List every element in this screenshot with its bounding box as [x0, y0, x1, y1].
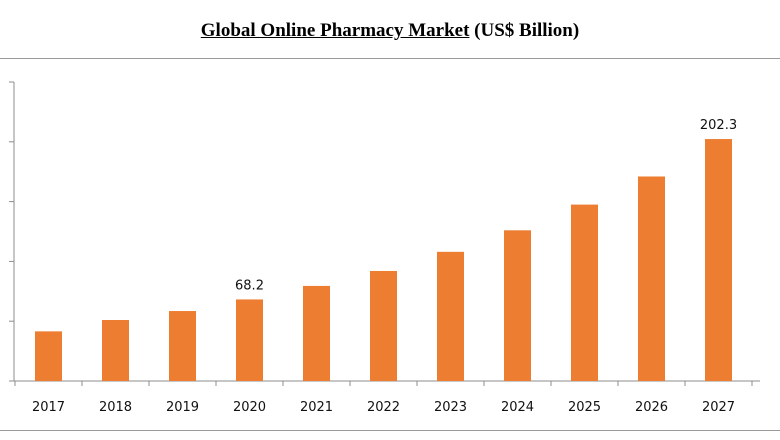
x-tick-label: 2022 [367, 400, 400, 415]
x-tick-labels: 2017 2018 2019 2020 2021 2022 2023 2024 2025 2026… [32, 400, 735, 415]
data-label-2027: 202.3 [700, 118, 737, 133]
chart-title-unit: (US$ Billion) [474, 20, 580, 41]
data-labels: 68.2 202.3 [235, 118, 737, 293]
chart-bars [35, 139, 732, 381]
x-tick-label: 2025 [568, 400, 601, 415]
chart-title-bar: Global Online Pharmacy Market (US$ Billi… [0, 0, 780, 59]
chart-title-main: Global Online Pharmacy Market [200, 20, 470, 41]
x-tick-label: 2020 [233, 400, 266, 415]
bar-2020 [236, 299, 263, 381]
data-label-2020: 68.2 [235, 278, 264, 293]
x-tick-label: 2027 [702, 400, 735, 415]
x-tick-label: 2023 [434, 400, 467, 415]
bar-2021 [303, 285, 330, 381]
bar-2026 [638, 176, 665, 381]
bar-2022 [370, 270, 397, 381]
x-tick-label: 2017 [32, 400, 65, 415]
bar-2025 [571, 204, 598, 381]
x-tick-label: 2019 [166, 400, 199, 415]
bar-2027 [705, 139, 732, 381]
bar-2019 [169, 311, 196, 381]
bar-2023 [437, 251, 464, 381]
bar-2024 [504, 230, 531, 381]
x-tick-label: 2018 [99, 400, 132, 415]
x-tick-label: 2024 [501, 400, 534, 415]
bottom-divider [0, 430, 780, 431]
chart-title: Global Online Pharmacy Market (US$ Billi… [201, 20, 579, 42]
bar-2018 [102, 320, 129, 381]
x-tick-label: 2021 [300, 400, 333, 415]
x-tick-label: 2026 [635, 400, 668, 415]
bar-2017 [35, 331, 62, 381]
